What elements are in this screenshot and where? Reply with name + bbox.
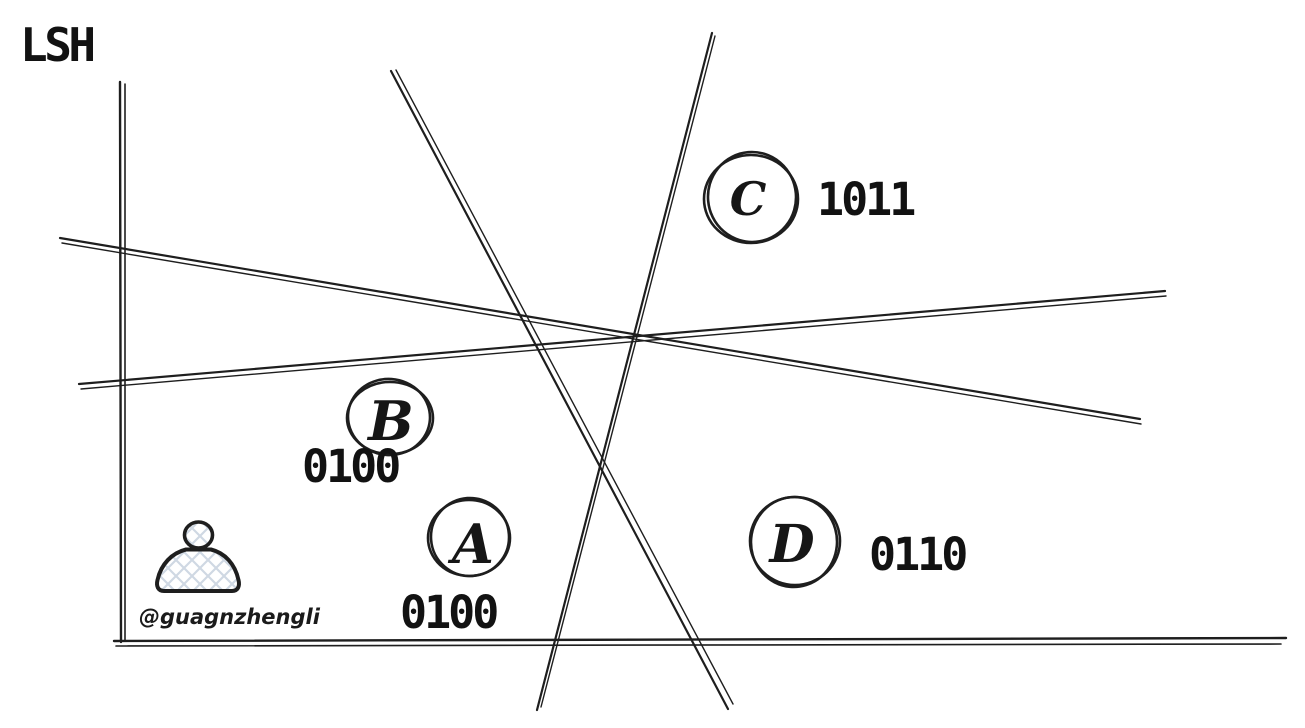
hyperplane-line-1 [389, 69, 734, 711]
point-c-hash-label: 1011 [817, 173, 914, 226]
point-d-circle-sketch [749, 495, 839, 589]
point-a-circle-sketch [429, 496, 511, 578]
x-axis [112, 636, 1288, 647]
person-head [182, 520, 215, 550]
point-b-circle-sketch [346, 377, 432, 457]
point-d-letter: D [767, 514, 814, 575]
point-d: D [748, 495, 842, 589]
watermark-text: @guagnzhengli [139, 605, 321, 629]
y-axis [118, 80, 126, 644]
point-b: B [345, 377, 435, 457]
point-c-letter: C [730, 172, 767, 226]
point-a-letter: A [447, 512, 494, 576]
point-a: A [426, 496, 512, 578]
page-title: LSH [20, 18, 93, 72]
person-icon [155, 520, 241, 593]
point-c: C [702, 150, 800, 245]
point-c-circle-sketch [706, 150, 798, 244]
hyperplane-line-4 [77, 289, 1167, 390]
hyperplane-line-2 [535, 31, 716, 712]
point-d-hash-label: 0110 [869, 528, 966, 581]
point-b-letter: B [366, 389, 414, 453]
point-a-hash-label: 0100 [400, 586, 497, 639]
person-body [155, 547, 241, 593]
point-b-hash-label: 0100 [302, 440, 399, 493]
hyperplane-line-3 [58, 236, 1142, 425]
